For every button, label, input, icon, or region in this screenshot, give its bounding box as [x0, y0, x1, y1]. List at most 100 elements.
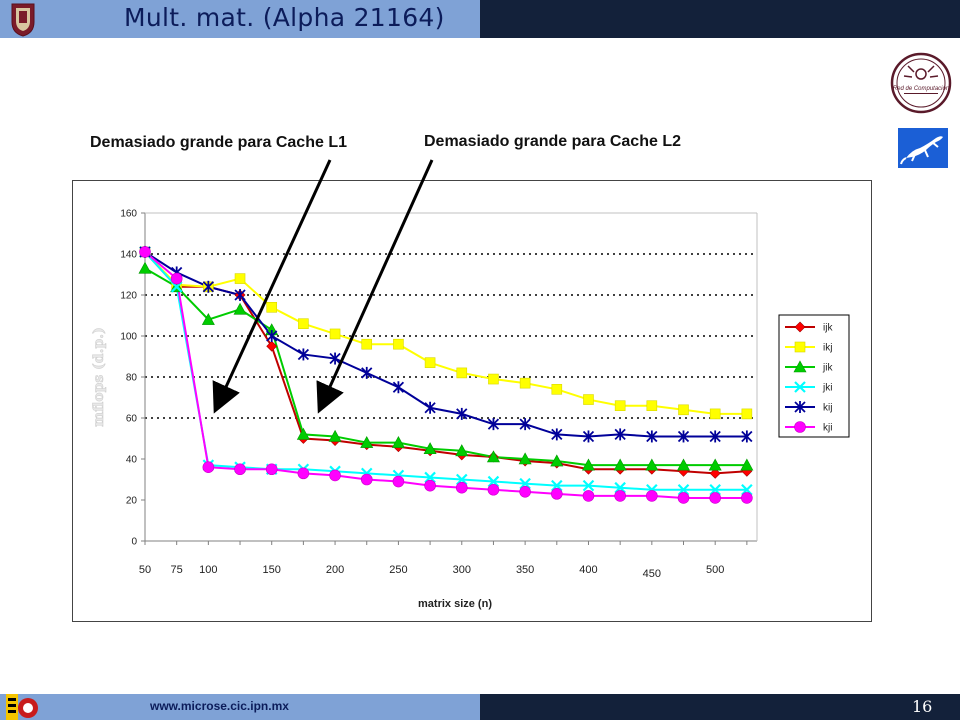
legend-marker-kij — [794, 401, 806, 413]
point-jik-13 — [550, 454, 564, 467]
point-jki-13 — [551, 479, 563, 492]
point-jik-15 — [613, 458, 627, 471]
annotation-cache-l1: Demasiado grande para Cache L1 — [90, 134, 347, 151]
footer-left-box — [0, 694, 480, 720]
point-kji-13 — [551, 488, 563, 500]
header-title-box — [0, 0, 480, 38]
point-jik-3 — [233, 302, 247, 315]
point-jik-5 — [296, 427, 310, 440]
x-tick-label-450: 450 — [643, 568, 661, 580]
point-kij-2 — [202, 280, 214, 293]
legend-marker-kji — [794, 421, 806, 433]
point-jki-11 — [487, 475, 500, 488]
point-jki-10 — [455, 473, 468, 486]
point-kji-19 — [741, 492, 753, 504]
point-kji-3 — [234, 463, 246, 476]
point-kij-4 — [266, 330, 278, 342]
point-kij-3 — [234, 289, 246, 301]
point-ikj-5 — [298, 318, 309, 329]
point-jik-7 — [360, 435, 374, 448]
arrow-cache-l2 — [316, 159, 434, 414]
legend-marker-jki — [794, 381, 806, 393]
point-ikj-4 — [266, 302, 278, 313]
footer-url[interactable]: www.microse.cic.ipn.mx — [150, 699, 289, 713]
point-ikj-12 — [519, 377, 531, 389]
point-jik-6 — [328, 429, 342, 442]
x-tick-label-150: 150 — [263, 564, 281, 576]
y-tick-label-140: 140 — [120, 250, 137, 261]
page-title: Mult. mat. (Alpha 21164) — [124, 3, 445, 32]
point-kji-7 — [360, 473, 373, 486]
point-jki-12 — [519, 477, 531, 490]
point-kji-1 — [170, 272, 183, 285]
point-jik-19 — [740, 458, 754, 471]
point-jik-11 — [486, 450, 500, 463]
legend-marker-ikj — [794, 341, 806, 353]
point-jik-0 — [138, 261, 152, 274]
legend-label-ijk: ijk — [823, 323, 833, 334]
point-kji-14 — [582, 490, 595, 502]
series-line-kij — [144, 251, 747, 438]
arrow-cache-l1 — [212, 159, 332, 414]
point-ikj-9 — [424, 357, 436, 368]
point-kji-8 — [392, 475, 405, 488]
point-ikj-15 — [614, 400, 626, 411]
point-kij-17 — [677, 430, 690, 443]
point-kji-12 — [519, 485, 531, 498]
ipn-logo-icon — [8, 0, 38, 43]
point-ikj-8 — [393, 338, 404, 350]
point-ikj-16 — [646, 400, 658, 411]
red-de-computacion-logo-text: Red de Computación — [893, 86, 950, 92]
legend-box — [778, 314, 850, 438]
point-kji-17 — [677, 492, 690, 504]
point-jki-1 — [170, 281, 183, 293]
legend-label-jki: jki — [822, 383, 832, 394]
point-kji-9 — [424, 479, 436, 492]
y-tick-label-120: 120 — [120, 291, 137, 302]
point-ikj-18 — [709, 408, 721, 420]
y-tick-label-40: 40 — [126, 455, 138, 466]
point-jik-17 — [677, 458, 691, 471]
x-tick-label-200: 200 — [326, 564, 344, 576]
cic-logo-icon — [6, 694, 46, 725]
point-ijk-18 — [709, 467, 721, 479]
point-kij-6 — [329, 352, 341, 365]
y-axis-label: mflops (d.p.) — [91, 327, 107, 426]
y-tick-label-100: 100 — [120, 332, 137, 343]
point-ikj-13 — [551, 384, 563, 395]
point-kji-16 — [646, 490, 658, 502]
point-jik-16 — [645, 458, 659, 471]
point-ikj-14 — [583, 394, 594, 405]
y-tick-label-60: 60 — [126, 414, 138, 425]
point-ikj-10 — [456, 367, 468, 379]
point-kji-10 — [455, 481, 468, 494]
x-tick-label-400: 400 — [579, 564, 597, 576]
x-tick-label-250: 250 — [389, 564, 407, 576]
point-kij-5 — [297, 348, 310, 361]
point-kji-11 — [487, 483, 500, 496]
legend-label-ikj: ikj — [823, 343, 832, 354]
legend-label-kji: kji — [823, 423, 832, 434]
point-jik-12 — [518, 452, 532, 465]
x-tick-label-100: 100 — [199, 564, 217, 576]
point-ikj-19 — [741, 408, 753, 420]
point-kij-18 — [709, 430, 721, 443]
point-kij-16 — [646, 430, 658, 443]
point-jik-14 — [581, 458, 595, 471]
point-kji-5 — [297, 467, 310, 480]
point-kji-15 — [614, 490, 626, 502]
lizard-logo-icon — [898, 128, 948, 173]
point-kji-6 — [329, 469, 341, 482]
point-jki-15 — [614, 481, 626, 494]
point-kij-7 — [361, 366, 373, 379]
point-kij-10 — [456, 407, 468, 420]
legend-marker-ijk — [794, 321, 806, 333]
point-jik-9 — [423, 442, 437, 455]
point-ikj-11 — [488, 373, 499, 385]
y-tick-label-160: 160 — [120, 209, 137, 220]
point-jik-18 — [708, 458, 722, 471]
legend-label-kij: kij — [823, 403, 832, 414]
point-kij-12 — [519, 418, 531, 431]
chart-plot: 0 20 40 60 80 100 120 140 160 50 75 100 150 200 250 300… — [91, 209, 850, 610]
